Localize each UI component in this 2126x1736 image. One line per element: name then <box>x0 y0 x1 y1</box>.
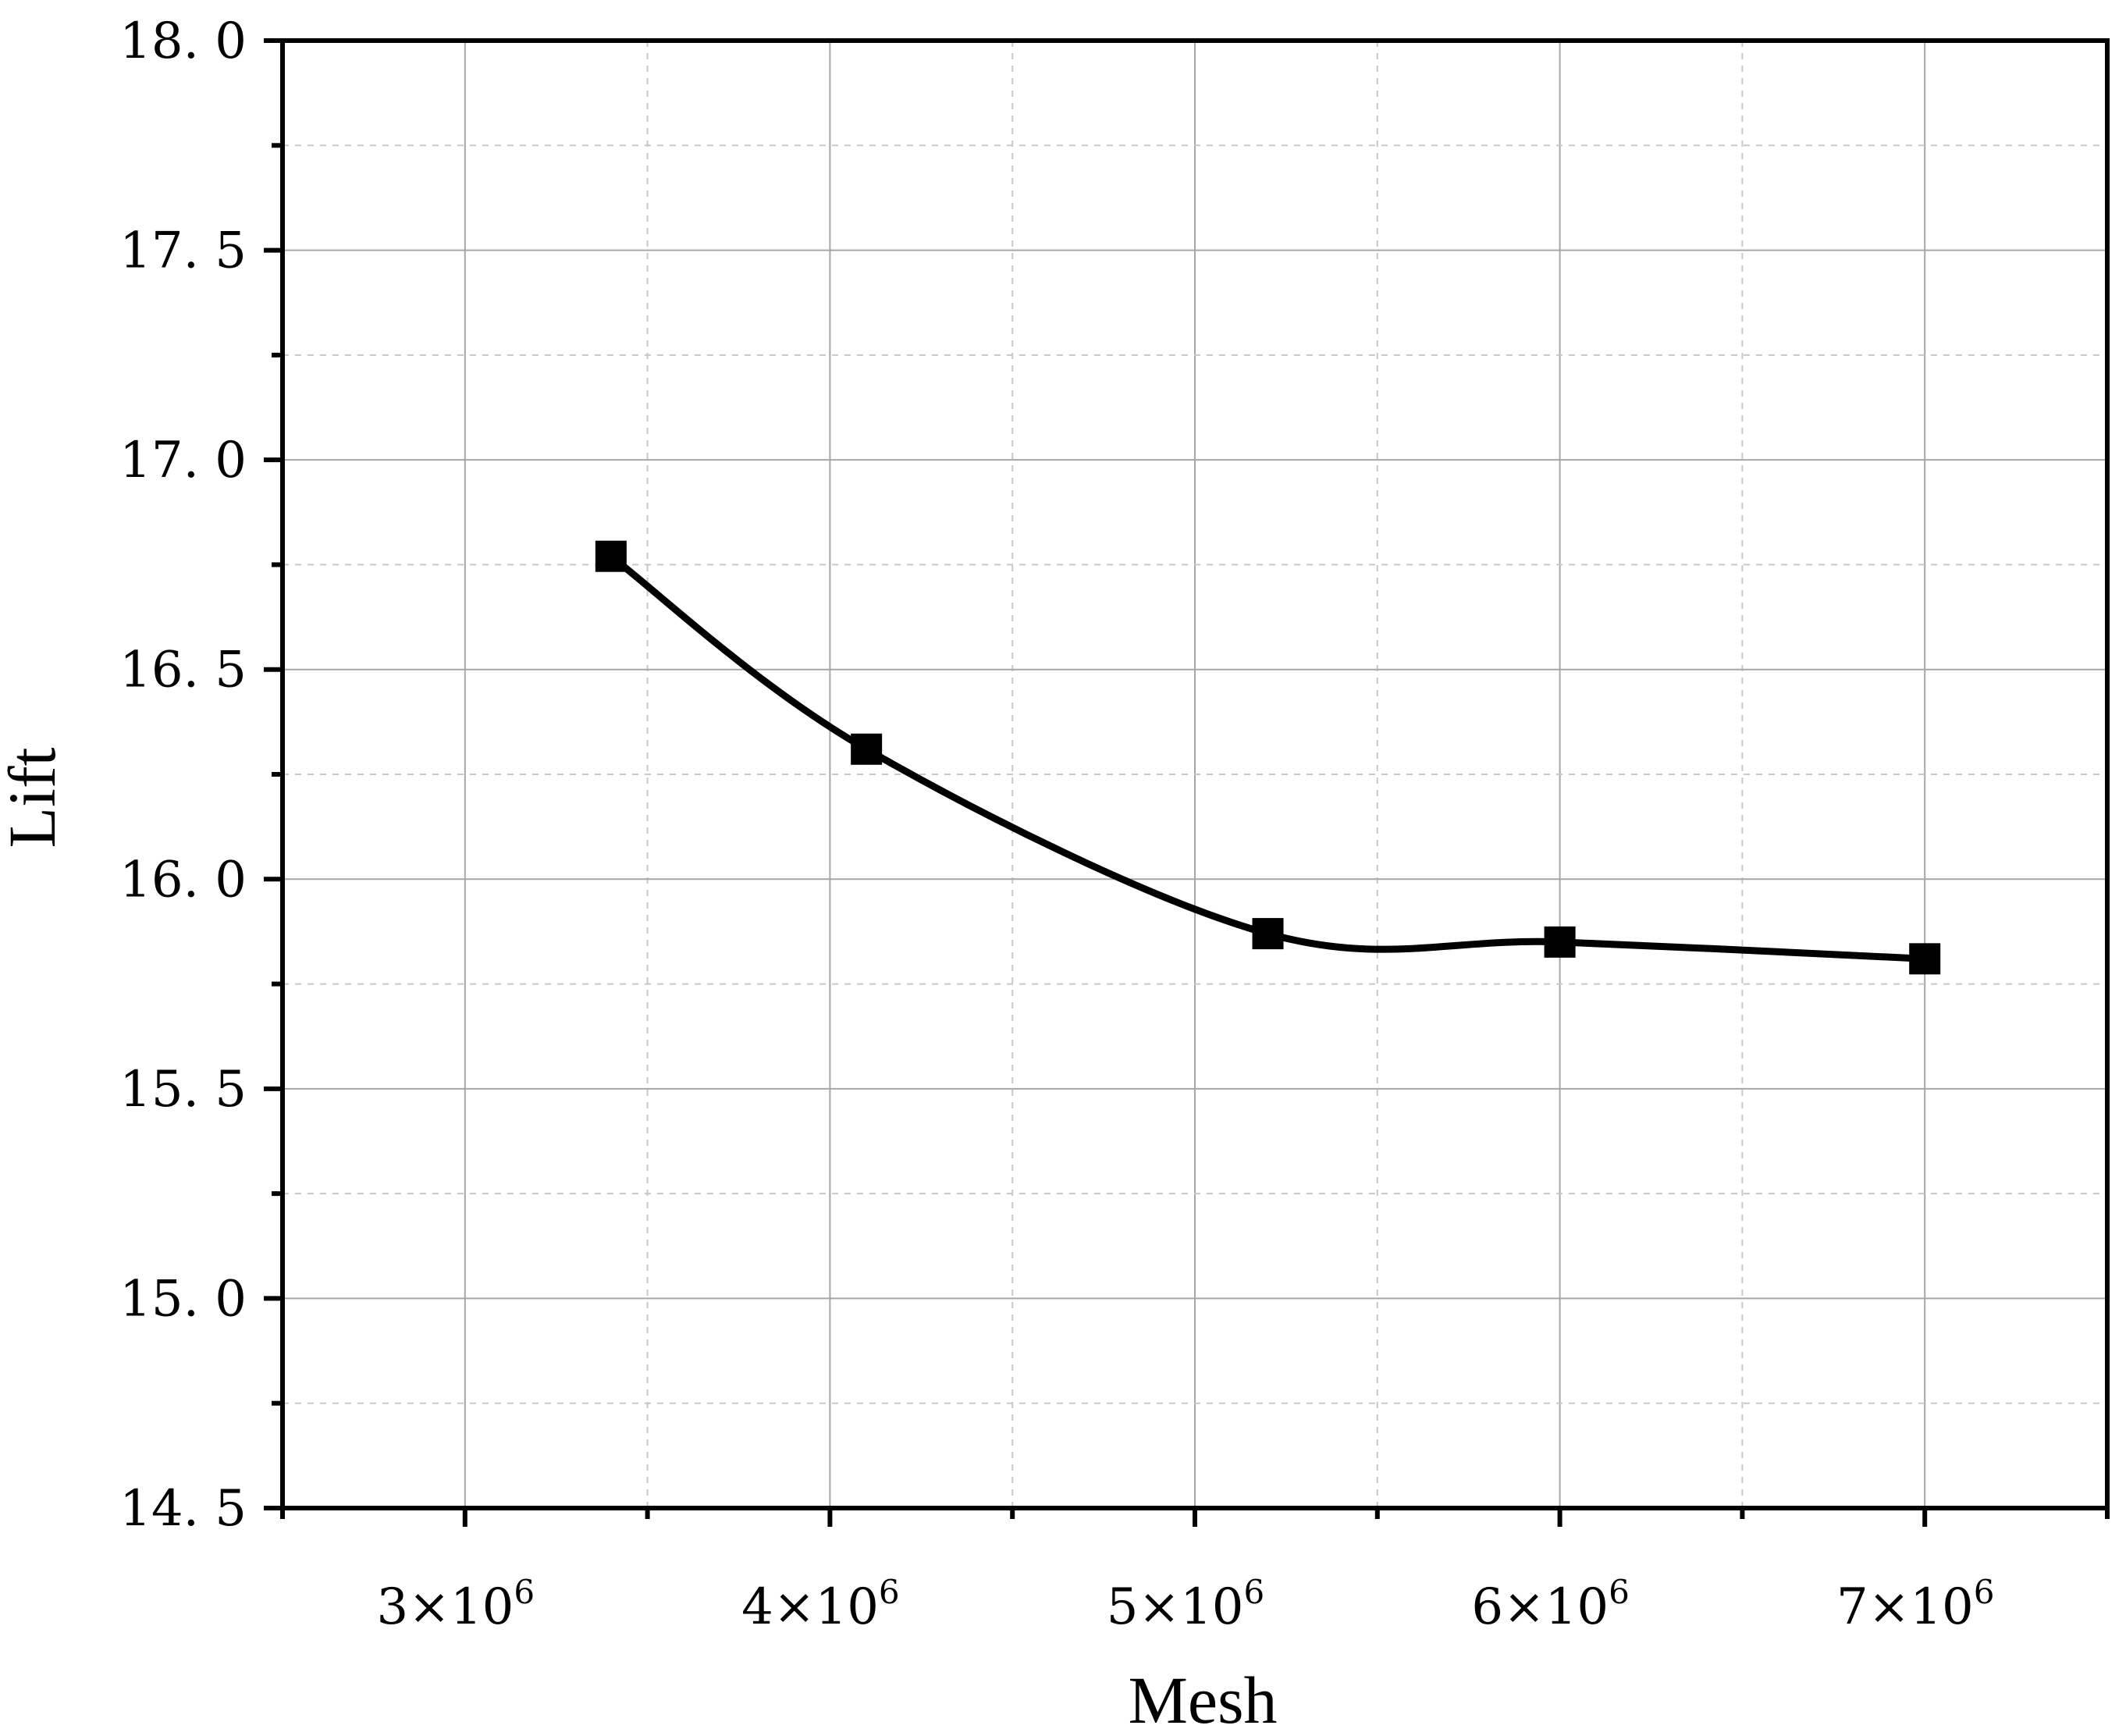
x-tick-label: 5×106 <box>1107 1573 1265 1636</box>
x-tick-label: 7×106 <box>1836 1573 1995 1636</box>
data-point-marker <box>1544 926 1576 958</box>
y-tick-label: 17. 0 <box>119 432 247 489</box>
y-tick-label: 16. 5 <box>119 642 247 699</box>
y-tick-label: 15. 0 <box>119 1270 247 1328</box>
y-tick-label: 14. 5 <box>119 1480 247 1538</box>
data-point-marker <box>595 540 627 572</box>
x-axis-title: Mesh <box>1128 1663 1277 1732</box>
y-tick-label: 17. 5 <box>119 222 247 280</box>
x-tick-label: 4×106 <box>741 1573 900 1636</box>
data-point-marker <box>1252 918 1284 950</box>
grid <box>283 40 2107 1509</box>
data-point-marker <box>1909 943 1941 975</box>
y-tick-label: 16. 0 <box>119 851 247 909</box>
data-point-marker <box>851 733 883 765</box>
y-tick-label: 18. 0 <box>119 12 247 70</box>
series-line <box>609 553 1925 962</box>
series <box>595 540 1941 975</box>
y-axis-title: Lift <box>0 747 69 848</box>
x-tick-label: 3×106 <box>377 1573 535 1636</box>
tick-labels: 3×106 4×106 5×106 6×106 7×106 14. 5 15. 0 15. 5… <box>119 12 1994 1636</box>
x-tick-label: 6×106 <box>1471 1573 1630 1636</box>
y-tick-label: 15. 5 <box>119 1061 247 1119</box>
axis-ticks <box>264 38 2110 1527</box>
